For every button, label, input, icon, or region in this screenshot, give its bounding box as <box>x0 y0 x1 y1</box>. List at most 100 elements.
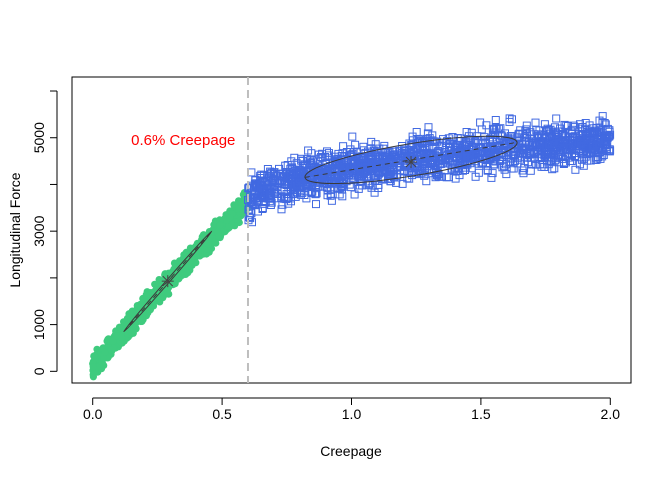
data-point <box>500 138 509 147</box>
data-point <box>398 179 407 188</box>
data-point <box>593 155 602 164</box>
threshold-label: 0.6% Creepage <box>131 132 235 149</box>
x-tick-label: 2.0 <box>601 406 621 422</box>
x-tick-label: 1.5 <box>471 406 491 422</box>
data-points <box>89 112 615 381</box>
data-point <box>101 348 109 357</box>
data-point <box>569 121 578 130</box>
data-point <box>295 178 304 187</box>
data-point <box>254 197 263 206</box>
data-point <box>412 143 421 152</box>
data-point <box>315 174 324 183</box>
data-point <box>454 148 463 157</box>
data-point <box>491 123 500 132</box>
data-point <box>502 170 511 179</box>
data-point <box>165 271 173 279</box>
data-point <box>518 166 527 175</box>
data-point <box>546 129 555 138</box>
data-point <box>212 239 220 247</box>
data-point <box>142 291 150 299</box>
data-point <box>90 352 98 360</box>
data-point <box>423 129 432 138</box>
data-point <box>462 128 471 136</box>
mean-marker-2 <box>405 156 418 169</box>
data-point <box>251 175 260 184</box>
data-point <box>508 115 516 124</box>
x-tick-label: 0.0 <box>83 406 103 422</box>
data-point <box>591 153 600 162</box>
data-point <box>522 150 531 159</box>
data-point <box>371 140 380 149</box>
data-point <box>312 200 320 209</box>
data-point <box>459 166 467 175</box>
data-point <box>407 141 416 150</box>
data-point <box>477 125 486 134</box>
data-point <box>502 137 511 146</box>
data-point <box>505 114 514 123</box>
data-point <box>522 121 531 130</box>
data-point <box>451 174 460 183</box>
y-axis: 0 1000 3000 5000 <box>31 90 58 375</box>
data-point <box>307 189 316 197</box>
y-tick-label: 5000 <box>31 122 47 153</box>
plot-frame <box>71 76 632 384</box>
data-point <box>328 167 336 176</box>
data-point <box>492 125 501 133</box>
data-point <box>450 165 459 174</box>
data-point <box>507 154 516 163</box>
data-point <box>485 136 494 145</box>
y-tick-label: 3000 <box>31 215 47 246</box>
x-tick-label: 0.5 <box>212 406 232 422</box>
data-point <box>431 173 440 182</box>
data-point <box>305 157 314 166</box>
data-point <box>254 207 262 216</box>
data-point <box>506 132 515 140</box>
data-point <box>568 143 577 152</box>
data-point <box>448 156 457 165</box>
data-point <box>165 290 173 298</box>
data-point <box>488 169 497 178</box>
data-point <box>252 182 261 191</box>
data-point <box>594 135 603 144</box>
data-point <box>467 164 476 173</box>
data-point <box>544 140 553 149</box>
data-point <box>556 139 564 148</box>
data-point <box>287 157 296 166</box>
data-point <box>526 166 535 175</box>
data-point <box>576 120 584 129</box>
data-point <box>348 132 357 141</box>
data-point <box>443 137 452 146</box>
data-point <box>540 163 549 171</box>
data-point <box>581 150 590 158</box>
data-point <box>311 181 320 189</box>
data-point <box>386 177 395 186</box>
data-point <box>265 197 274 206</box>
data-point <box>367 151 376 160</box>
data-point <box>560 159 568 167</box>
data-point <box>416 166 424 175</box>
data-point <box>265 190 274 199</box>
data-point <box>504 136 513 145</box>
data-point <box>117 324 125 332</box>
data-point <box>430 142 439 151</box>
x-axis-label: Creepage <box>320 443 382 459</box>
data-point <box>436 159 445 168</box>
data-point <box>279 172 288 181</box>
data-point <box>428 144 437 153</box>
data-point <box>334 170 343 179</box>
ellipse-overlays <box>123 135 518 333</box>
data-point <box>266 167 275 176</box>
mean-marker-1 <box>161 275 174 288</box>
data-point <box>471 137 480 146</box>
data-point <box>338 192 347 201</box>
data-point <box>500 146 509 155</box>
data-point <box>317 153 326 161</box>
data-point <box>579 161 588 170</box>
data-point <box>107 346 115 354</box>
data-point <box>588 142 597 150</box>
data-point <box>100 354 108 362</box>
data-point <box>216 221 224 229</box>
data-point <box>204 240 212 248</box>
data-point <box>368 167 376 176</box>
